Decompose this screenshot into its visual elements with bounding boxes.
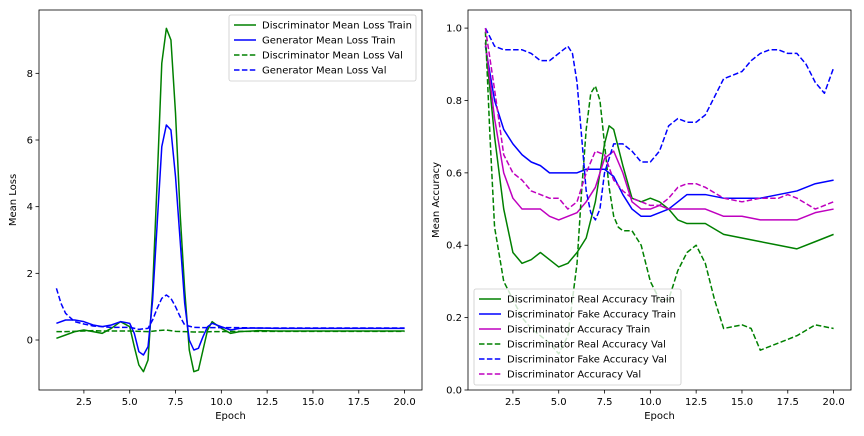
series-line-3 — [55, 288, 405, 331]
axes-frame — [467, 9, 852, 391]
y-tick-label: 0.8 — [446, 96, 462, 107]
x-tick-label: 7.5 — [168, 397, 184, 408]
x-tick-label: 5.0 — [122, 397, 138, 408]
x-tick-label: 15.0 — [302, 397, 324, 408]
y-axis-label: Mean Accuracy — [431, 162, 442, 238]
legend-entry: Discriminator Real Accuracy Train — [507, 295, 675, 306]
y-tick-label: 6 — [27, 136, 33, 147]
x-tick-label: 7.5 — [597, 397, 613, 408]
y-tick-label: 0.0 — [446, 386, 462, 397]
x-tick-label: 2.5 — [76, 397, 92, 408]
accuracy-chart: 2.5 5.0 7.5 10.0 12.5 15.0 17.5 20.0 0.0 0.2 0.4 0.… — [431, 9, 852, 422]
x-axis-label: Epoch — [215, 411, 246, 422]
y-tick-label: 0.2 — [446, 313, 462, 324]
y-tick-label: 2 — [27, 269, 33, 280]
legend-entry: Discriminator Real Accuracy Val — [507, 340, 666, 351]
loss-chart: 2.5 5.0 7.5 10.0 12.5 15.0 17.5 20.0 0 2 4 6 8 Epoch M… — [8, 9, 423, 422]
series-line-2 — [484, 42, 834, 221]
legend: Discriminator Real Accuracy Train Discrim… — [473, 288, 682, 386]
y-tick-label: 0.4 — [446, 241, 462, 252]
axes-frame — [38, 9, 423, 391]
series-line-1 — [484, 46, 834, 218]
x-axis-label: Epoch — [644, 411, 675, 422]
x-tick-label: 10.0 — [210, 397, 232, 408]
y-tick-label: 8 — [27, 69, 33, 80]
y-tick-label: 1.0 — [446, 24, 462, 35]
legend: Discriminator Mean Loss Train Generator M… — [228, 14, 417, 82]
legend-entry: Discriminator Fake Accuracy Train — [507, 310, 676, 321]
y-tick-label: 4 — [27, 202, 33, 213]
series-group — [55, 27, 405, 373]
y-tick-label: 0.6 — [446, 168, 462, 179]
x-tick-label: 20.0 — [822, 397, 844, 408]
legend-entry: Discriminator Fake Accuracy Val — [507, 355, 667, 366]
x-tick-label: 17.5 — [348, 397, 370, 408]
legend-entry: Discriminator Accuracy Train — [507, 325, 650, 336]
series-line-5 — [484, 27, 834, 210]
series-line-2 — [56, 329, 405, 333]
y-tick-label: 0 — [27, 336, 33, 347]
x-tick-label: 15.0 — [731, 397, 753, 408]
legend-entry: Generator Mean Loss Train — [262, 36, 396, 47]
series-line-1 — [56, 124, 405, 356]
x-tick-label: 20.0 — [393, 397, 415, 408]
x-tick-label: 12.5 — [685, 397, 707, 408]
legend-entry: Discriminator Mean Loss Val — [262, 51, 403, 62]
x-tick-label: 12.5 — [256, 397, 278, 408]
x-tick-label: 2.5 — [505, 397, 521, 408]
legend-box — [228, 14, 417, 82]
legend-entry: Generator Mean Loss Val — [262, 66, 386, 77]
series-line-0 — [484, 42, 834, 268]
legend-entry: Discriminator Mean Loss Train — [262, 21, 412, 32]
legend-box — [473, 288, 682, 386]
x-tick-label: 10.0 — [639, 397, 661, 408]
legend-entry: Discriminator Accuracy Val — [507, 370, 641, 381]
x-tick-label: 17.5 — [777, 397, 799, 408]
x-tick-label: 5.0 — [551, 397, 567, 408]
y-axis-label: Mean Loss — [8, 174, 19, 226]
